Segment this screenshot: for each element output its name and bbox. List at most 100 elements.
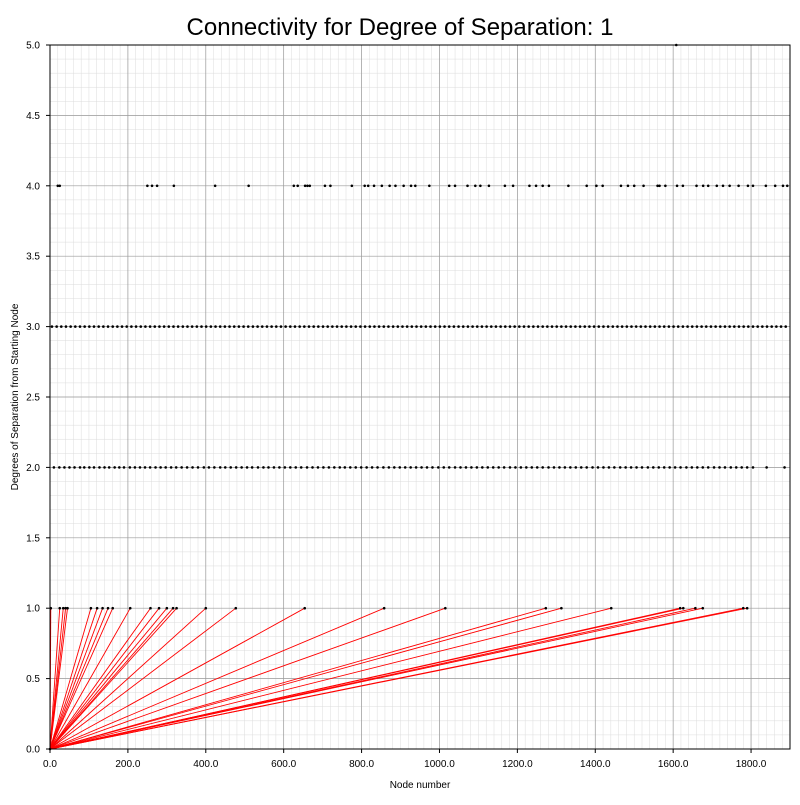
- data-point: [519, 466, 523, 469]
- data-point: [78, 466, 82, 469]
- data-point: [706, 466, 710, 469]
- data-point: [712, 466, 716, 469]
- data-point: [475, 325, 479, 328]
- data-point: [218, 466, 222, 469]
- data-point: [690, 325, 694, 328]
- data-point: [312, 325, 315, 328]
- data-point: [447, 184, 451, 188]
- x-tick-label: 1800.0: [736, 759, 767, 770]
- data-point: [464, 466, 468, 469]
- data-point: [662, 325, 666, 328]
- y-axis-title: Degrees of Separation from Starting Node: [10, 303, 21, 490]
- data-point: [742, 325, 745, 328]
- data-point: [307, 325, 311, 328]
- x-axis-title: Node number: [390, 780, 451, 791]
- data-point: [387, 466, 391, 469]
- data-point: [296, 184, 300, 188]
- data-point: [474, 184, 477, 188]
- data-point: [585, 466, 588, 469]
- data-point: [729, 466, 733, 469]
- data-point: [534, 184, 538, 188]
- data-point: [624, 466, 627, 469]
- data-point: [466, 184, 469, 188]
- data-point: [125, 325, 129, 328]
- data-point: [690, 466, 694, 469]
- x-tick-label: 400.0: [193, 759, 218, 770]
- data-point: [311, 466, 314, 469]
- data-point: [701, 466, 705, 469]
- edge-line: [49, 607, 305, 750]
- data-point: [648, 325, 652, 328]
- data-point: [391, 325, 395, 328]
- x-tick-labels: 0.0 200.0 400.0 600.0 800.0 1000.0 1200.0 1400.…: [43, 759, 767, 770]
- data-point: [745, 466, 749, 469]
- data-point: [154, 466, 157, 469]
- data-point: [626, 184, 630, 188]
- data-point: [616, 325, 619, 328]
- data-point: [180, 466, 183, 469]
- data-point: [343, 466, 347, 469]
- x-tick-label: 800.0: [349, 759, 374, 770]
- data-point: [410, 325, 414, 328]
- data-point: [88, 466, 91, 469]
- data-point: [359, 325, 362, 328]
- data-point: [728, 184, 731, 188]
- data-point: [338, 466, 342, 469]
- data-point: [728, 325, 731, 328]
- edge-line: [49, 607, 446, 750]
- data-point: [107, 466, 111, 469]
- data-point: [103, 466, 106, 469]
- data-point: [609, 606, 613, 610]
- data-point: [200, 325, 203, 328]
- data-point: [714, 325, 717, 328]
- data-point: [662, 466, 666, 469]
- data-point: [150, 184, 154, 188]
- data-point: [171, 606, 175, 610]
- data-point: [591, 466, 594, 469]
- data-point: [382, 466, 385, 469]
- data-point: [602, 466, 605, 469]
- data-point: [111, 606, 115, 610]
- data-point: [528, 184, 531, 188]
- data-point: [700, 325, 703, 328]
- data-point: [751, 466, 755, 469]
- data-point: [479, 184, 482, 188]
- data-point: [52, 466, 56, 469]
- data-point: [92, 325, 96, 328]
- data-point: [148, 325, 152, 328]
- data-point: [247, 184, 250, 188]
- data-point: [425, 466, 429, 469]
- data-point: [583, 325, 587, 328]
- data-point: [783, 466, 786, 469]
- edge-line: [49, 607, 703, 750]
- data-point: [547, 466, 550, 469]
- data-point: [747, 325, 750, 328]
- data-point: [634, 325, 638, 328]
- y-tick-label: 3.5: [26, 252, 40, 263]
- data-point: [260, 325, 264, 328]
- data-point: [574, 325, 577, 328]
- data-point: [640, 466, 644, 469]
- data-point: [111, 325, 115, 328]
- data-point: [536, 325, 540, 328]
- data-point: [202, 466, 206, 469]
- data-point: [327, 466, 331, 469]
- x-tick-label: 1400.0: [580, 759, 611, 770]
- data-point: [204, 606, 208, 610]
- data-point: [718, 325, 722, 328]
- data-point: [106, 325, 110, 328]
- data-point: [58, 606, 62, 610]
- data-point: [497, 466, 500, 469]
- data-point: [756, 325, 759, 328]
- data-point: [97, 325, 100, 328]
- data-point: [359, 466, 363, 469]
- data-point: [174, 466, 178, 469]
- data-point: [785, 184, 789, 188]
- data-point: [597, 325, 601, 328]
- data-point: [246, 325, 250, 328]
- data-point: [424, 325, 428, 328]
- data-point: [181, 325, 185, 328]
- data-point: [158, 325, 161, 328]
